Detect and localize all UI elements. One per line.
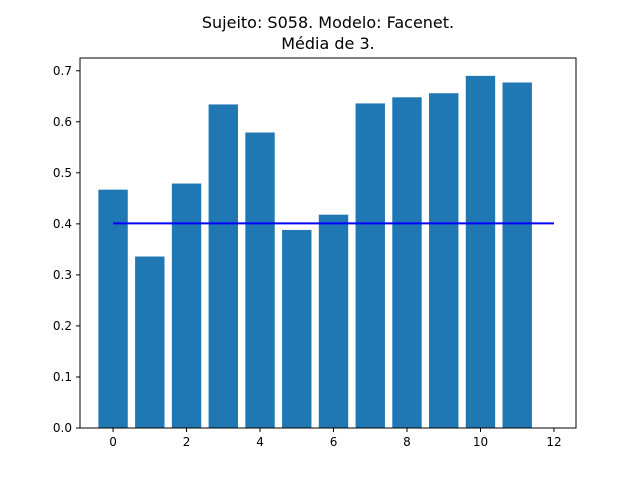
bar-1 [135, 256, 165, 428]
y-tick-label: 0.2 [53, 319, 72, 333]
plot-frame [79, 57, 577, 429]
bar-3 [208, 104, 238, 428]
x-tick-label: 0 [109, 435, 117, 449]
y-tick-label: 0.4 [53, 217, 72, 231]
y-axis: 0.0 0.1 0.2 0.3 0.4 0.5 0.6 0.7 [53, 64, 80, 435]
chart-title-line-1: Sujeito: S058. Modelo: Facenet. [202, 13, 454, 32]
bar-11 [502, 82, 532, 428]
x-tick-label: 10 [473, 435, 488, 449]
bar-9 [429, 93, 459, 429]
x-axis: 0 2 4 6 8 10 12 [109, 428, 562, 449]
x-tick-label: 4 [256, 435, 264, 449]
bar-5 [282, 229, 312, 428]
x-tick-label: 6 [330, 435, 338, 449]
bar-8 [392, 97, 422, 429]
y-tick-label: 0.0 [53, 421, 72, 435]
y-tick-label: 0.1 [53, 370, 72, 384]
x-tick-label: 8 [403, 435, 411, 449]
y-tick-label: 0.5 [53, 166, 72, 180]
bar-7 [355, 103, 385, 429]
bar-10 [465, 75, 496, 429]
y-tick-label: 0.7 [53, 64, 72, 78]
bar-4 [245, 132, 275, 428]
y-tick-label: 0.3 [53, 268, 72, 282]
chart-title-line-2: Média de 3. [281, 34, 375, 53]
bar-2 [171, 183, 202, 428]
x-tick-label: 2 [183, 435, 191, 449]
bar-0 [98, 189, 128, 428]
y-tick-label: 0.6 [53, 115, 72, 129]
bar-6 [318, 214, 349, 428]
x-tick-label: 12 [546, 435, 561, 449]
